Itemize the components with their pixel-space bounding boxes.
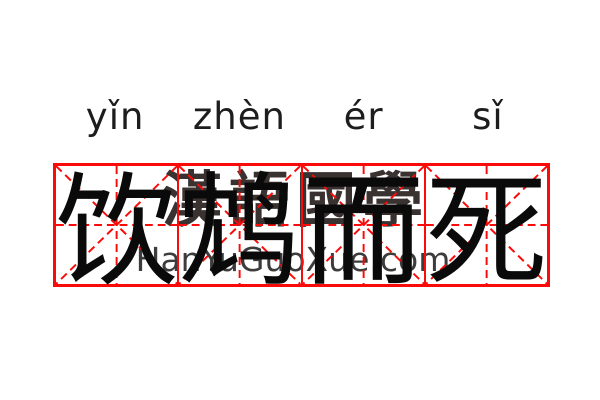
tianzige-grid: 饮 鸩 而 — [53, 163, 550, 293]
cell-guide-lines-icon — [425, 166, 547, 284]
cell-guide-lines-icon — [56, 166, 178, 284]
hanzi-character-3: 而 — [302, 161, 425, 303]
hanzi-character-1: 饮 — [55, 161, 178, 303]
hanzi-character-2: 鸩 — [178, 161, 301, 303]
watermark-cjk-text: 漢語國學 — [162, 166, 430, 236]
cell-guide-lines-icon — [179, 166, 301, 284]
tianzige-cell-1: 饮 — [56, 166, 180, 293]
cell-guide-lines-icon — [302, 166, 424, 284]
pinyin-syllable-2: zhèn — [192, 95, 286, 138]
pinyin-row: yǐn zhèn ér sǐ — [53, 93, 550, 143]
tianzige-cell-2: 鸩 — [179, 166, 303, 293]
tianzige-cell-3: 而 — [302, 166, 426, 293]
hanzi-character-4: 死 — [425, 161, 548, 303]
tianzige-cell-4: 死 — [425, 166, 547, 293]
pinyin-syllable-1: yǐn — [85, 95, 145, 138]
pinyin-syllable-4: sǐ — [472, 95, 504, 138]
pinyin-syllable-3: ér — [343, 95, 384, 138]
